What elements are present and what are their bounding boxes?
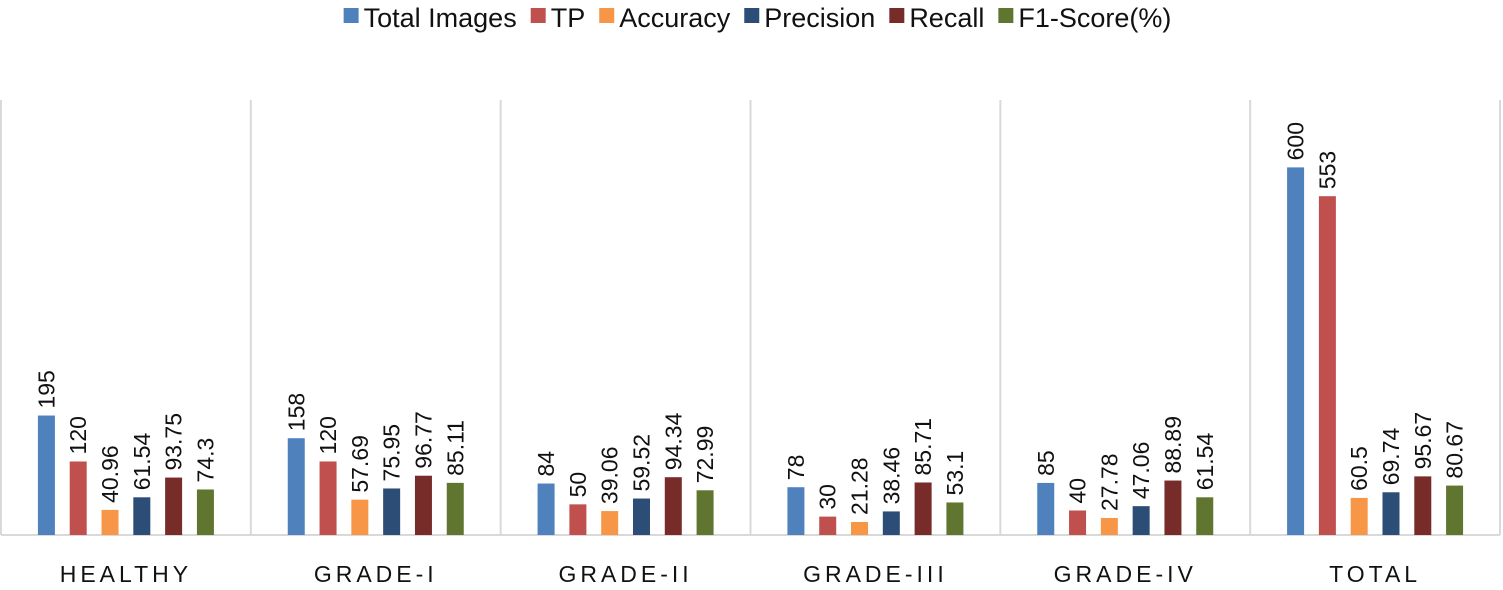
legend-label: Precision [764,3,875,33]
data-label: 95.67 [1410,412,1436,470]
legend-label: Recall [909,3,984,33]
data-label: 158 [283,393,309,431]
data-label: 61.54 [129,433,155,491]
bar-precision [1132,506,1150,535]
bar-tp [319,461,337,535]
bar-tp [1318,196,1336,536]
bar-total-images [1037,482,1055,535]
data-label: 85 [1033,450,1059,476]
data-label: 84 [533,451,559,477]
bar-recall [165,477,183,535]
x-tick-label: TOTAL [1329,561,1421,587]
data-label: 57.69 [347,435,373,493]
x-tick-label: GRADE-I [314,561,438,587]
data-label: 553 [1314,151,1340,189]
bar-recall [1164,480,1182,535]
data-label: 39.06 [597,447,623,505]
legend-swatch [343,8,359,23]
bar-total-images [1287,167,1305,536]
legend-swatch [998,8,1014,23]
bar-precision [632,498,650,535]
legend-swatch [599,8,615,23]
data-label: 94.34 [660,412,686,470]
bar-f1-score- [196,489,214,535]
data-label: 88.89 [1160,416,1186,474]
bar-f1-score- [446,482,464,535]
bar-total-images [537,483,555,535]
bar-tp [1069,510,1087,535]
data-label: 40 [1065,478,1091,504]
data-label: 69.74 [1378,428,1404,486]
bar-f1-score- [946,502,964,535]
bar-tp [819,516,837,535]
bar-recall [1414,476,1432,535]
bar-accuracy [351,499,369,535]
bar-f1-score- [1196,497,1214,535]
data-label: 600 [1283,122,1309,160]
legend-swatch [744,8,760,23]
data-label: 120 [315,416,341,454]
data-label: 75.95 [379,424,405,482]
data-label: 60.5 [1346,446,1372,491]
bar-accuracy [1100,517,1118,535]
data-label: 78 [783,455,809,481]
x-tick-label: GRADE-IV [1054,561,1197,587]
data-label: 38.46 [878,447,904,505]
data-label: 93.75 [161,413,187,471]
bar-accuracy [101,509,119,535]
x-tick-label: HEALTHY [60,561,192,587]
bar-total-images [37,415,55,535]
bar-recall [914,482,932,535]
data-label: 72.99 [692,426,718,484]
bar-precision [133,497,151,535]
bar-tp [569,504,587,535]
data-label: 59.52 [628,434,654,492]
legend-swatch [530,8,546,23]
data-label: 195 [33,370,59,408]
bar-total-images [787,487,805,535]
bar-accuracy [1350,497,1368,535]
x-tick-label: GRADE-III [803,561,948,587]
legend-label: F1-Score(%) [1018,3,1171,33]
bar-f1-score- [1446,485,1464,535]
data-label: 53.1 [942,451,968,496]
legend-swatch [889,8,905,23]
bar-accuracy [601,511,619,535]
bar-recall [664,477,682,535]
data-label: 96.77 [410,411,436,469]
data-label: 30 [815,484,841,510]
data-label: 120 [65,416,91,454]
bar-recall [414,475,432,535]
data-label: 47.06 [1128,442,1154,500]
data-label: 40.96 [97,445,123,503]
legend: Total Images TP Accuracy Precision Recall F1-… [343,3,1171,33]
data-label: 50 [565,472,591,498]
data-label: 61.54 [1192,433,1218,491]
data-label: 85.71 [910,418,936,476]
bar-accuracy [851,521,869,535]
legend-label: TP [551,3,586,33]
bar-f1-score- [696,490,714,535]
data-label: 85.11 [442,420,468,476]
bar-precision [882,511,900,535]
legend-label: Total Images [364,3,517,33]
bar-precision [383,488,401,535]
bar-total-images [287,438,305,535]
bar-tp [69,461,87,535]
data-label: 74.3 [192,438,218,483]
x-tick-label: GRADE-II [558,561,692,587]
bar-precision [1382,492,1400,535]
data-label: 27.78 [1096,453,1122,511]
data-label: 80.67 [1442,421,1468,479]
data-label: 21.28 [847,457,873,515]
legend-label: Accuracy [619,3,731,33]
